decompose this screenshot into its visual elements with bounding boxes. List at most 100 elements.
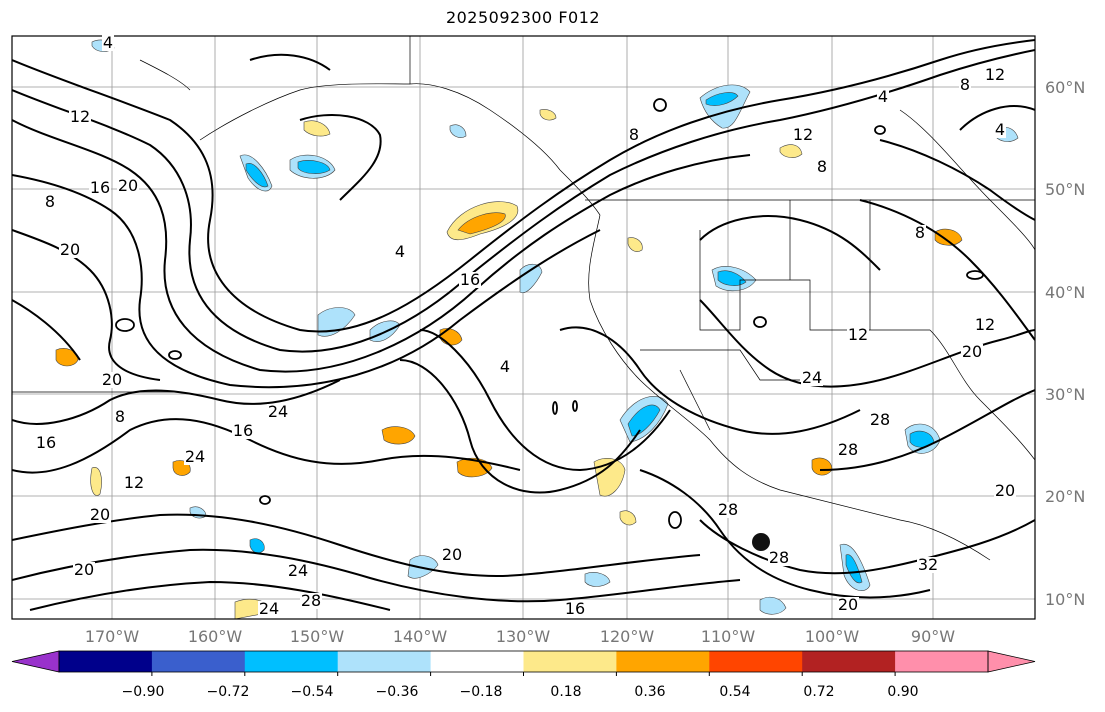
contour-label-bg: [44, 194, 56, 210]
contour-label: 4: [878, 87, 888, 106]
contour-label: 20: [118, 176, 138, 195]
contour-label-bg: [258, 601, 280, 617]
contour-label: 28: [718, 500, 738, 519]
contour-label: 8: [45, 192, 55, 211]
contour-label-bg: [232, 423, 254, 439]
lat-label: 30°N: [1045, 385, 1086, 404]
colorbar-segment: [59, 651, 153, 672]
map-plot-area: [12, 36, 1035, 619]
map-frame: [11, 35, 1036, 620]
contour-label-bg: [117, 178, 139, 194]
contour-label: 28: [838, 440, 858, 459]
contour-label: 24: [185, 447, 205, 466]
contour-label: 28: [769, 548, 789, 567]
coastlines: [12, 36, 1035, 561]
contour-label: 12: [793, 125, 813, 144]
contour-label-bg: [994, 122, 1006, 138]
colorbar-segment: [244, 651, 339, 672]
contour-label: 20: [838, 595, 858, 614]
lon-label: 120°W: [599, 627, 655, 646]
contour-label-bg: [499, 359, 511, 375]
contour-label-bg: [847, 327, 869, 343]
map-title: 2025092300 F012: [445, 8, 601, 27]
contour-label-bg: [816, 159, 828, 175]
contour-label: 20: [995, 481, 1015, 500]
contour-label-bg: [102, 35, 114, 51]
contour-label: 16: [36, 433, 56, 452]
contour-label-bg: [35, 435, 57, 451]
gridlines: [12, 36, 1035, 619]
colorbar-extend-left: [11, 650, 60, 673]
contour-label-bg: [869, 412, 891, 428]
contour-label-bg: [459, 272, 481, 288]
colorbar-segment: [616, 651, 710, 672]
contour-label: 20: [74, 560, 94, 579]
colorbar-segment: [151, 651, 246, 672]
contour-label: 12: [124, 473, 144, 492]
contour-label: 28: [870, 410, 890, 429]
contour-label-bg: [917, 557, 939, 573]
colorbar-tick-label: −0.72: [206, 684, 250, 700]
contour-label: 12: [975, 315, 995, 334]
contour-label-bg: [89, 507, 111, 523]
colorbar-segment: [895, 651, 989, 672]
contour-label-bg: [792, 127, 814, 143]
contour-label-bg: [69, 109, 91, 125]
contour-label-bg: [123, 475, 145, 491]
lat-label: 60°N: [1045, 78, 1086, 97]
contour-label: 24: [259, 599, 279, 618]
contour-label: 12: [848, 325, 868, 344]
contour-label-bg: [114, 409, 126, 425]
contour-label-bg: [394, 244, 406, 260]
contour-label: 4: [500, 357, 510, 376]
contour-label-bg: [914, 225, 926, 241]
contour-label: 8: [915, 223, 925, 242]
contour-label: 16: [565, 599, 585, 618]
colorbar-segment: [523, 651, 617, 672]
lon-label: 150°W: [289, 627, 345, 646]
contour-label-bg: [59, 242, 81, 258]
lon-label: 110°W: [700, 627, 756, 646]
colorbar-segment: [337, 651, 432, 672]
lat-label: 50°N: [1045, 180, 1086, 199]
contour-label-bg: [73, 562, 95, 578]
contour-label-bg: [768, 550, 790, 566]
lon-label: 160°W: [187, 627, 243, 646]
contour-label-bg: [984, 67, 1006, 83]
contour-lines: [12, 39, 1035, 611]
colorbar-tick-label: −0.54: [290, 684, 334, 700]
contour-label: 4: [995, 120, 1005, 139]
contour-label-bg: [89, 180, 111, 196]
contour-label-bg: [801, 370, 823, 386]
contour-label: 8: [960, 75, 970, 94]
colorbar-tick-label: −0.18: [459, 684, 503, 700]
colorbar-tick-label: −0.36: [375, 684, 419, 700]
contour-label-bg: [184, 449, 206, 465]
contour-label: 20: [90, 505, 110, 524]
contour-label-bg: [961, 344, 983, 360]
contour-label: 4: [395, 242, 405, 261]
contour-label: 20: [962, 342, 982, 361]
contour-label-bg: [877, 89, 889, 105]
colorbar-segment: [802, 651, 896, 672]
colorbar-segment: [430, 651, 524, 672]
lon-label: 100°W: [804, 627, 860, 646]
lat-label: 40°N: [1045, 283, 1086, 302]
contour-label: 28: [301, 591, 321, 610]
contour-label-bg: [837, 442, 859, 458]
colorbar-tick-label: 0.90: [887, 684, 919, 700]
lon-label: 130°W: [495, 627, 551, 646]
contour-label: 20: [102, 370, 122, 389]
contour-label-bg: [441, 547, 463, 563]
contour-label-bg: [959, 77, 971, 93]
lon-label: 90°W: [910, 627, 956, 646]
colorbar-tick-label: −0.90: [121, 684, 165, 700]
contour-label: 16: [233, 421, 253, 440]
contour-label-bg: [974, 317, 996, 333]
contour-label: 16: [460, 270, 480, 289]
colorbar-segment: [709, 651, 803, 672]
contour-label-bg: [267, 404, 289, 420]
negative-shading: [91, 39, 1019, 615]
contour-label: 20: [60, 240, 80, 259]
